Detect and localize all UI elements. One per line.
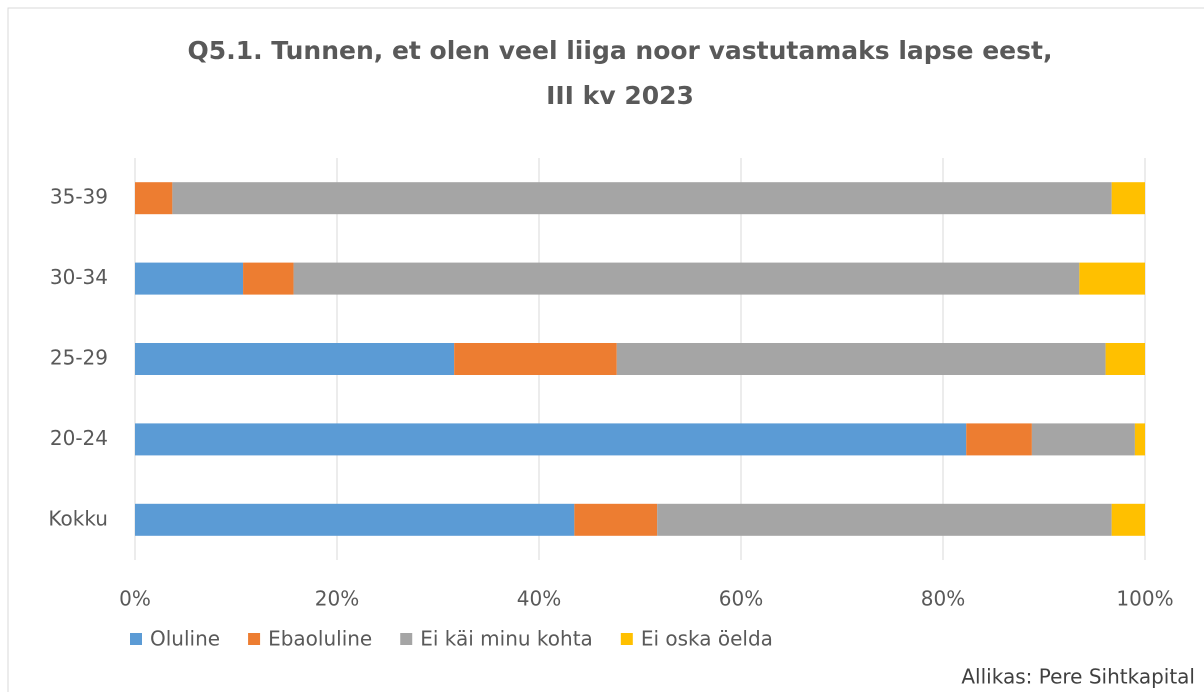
bar-segment xyxy=(1079,262,1145,295)
x-tick-label: 80% xyxy=(921,587,965,611)
y-tick-label: 20-24 xyxy=(50,426,108,450)
bar-segment xyxy=(574,503,658,536)
x-tick-label: 60% xyxy=(719,587,763,611)
bar-segment xyxy=(135,343,455,375)
bar-segment xyxy=(966,423,1032,456)
bar-segment xyxy=(616,343,1106,375)
legend-swatch xyxy=(248,633,261,645)
chart-title: Q5.1. Tunnen, et olen veel liiga noor va… xyxy=(188,36,1053,65)
bar-segment xyxy=(1134,423,1145,456)
x-tick-label: 100% xyxy=(1116,587,1173,611)
legend-swatch xyxy=(400,633,413,645)
bar-segment xyxy=(1111,182,1145,215)
bar-segment xyxy=(135,423,967,456)
legend-label: Ei oska öelda xyxy=(641,627,773,651)
bar-segment xyxy=(1105,343,1145,375)
bar-segment xyxy=(135,182,173,215)
bar-segment xyxy=(135,503,575,536)
y-tick-label: 35-39 xyxy=(50,185,108,209)
bar-segment xyxy=(293,262,1080,295)
bar-segment xyxy=(172,182,1112,215)
chart-title: III kv 2023 xyxy=(546,81,694,110)
bar-segment xyxy=(135,262,244,295)
y-tick-label: 25-29 xyxy=(50,346,108,370)
y-tick-label: Kokku xyxy=(48,506,108,530)
source-note: Allikas: Pere Sihtkapital xyxy=(961,665,1195,689)
legend-label: Ebaoluline xyxy=(268,627,372,651)
x-tick-label: 0% xyxy=(119,587,151,611)
legend-swatch xyxy=(130,633,142,645)
x-tick-label: 20% xyxy=(315,587,359,611)
legend-swatch xyxy=(620,633,633,645)
bar-segment xyxy=(454,343,617,375)
bar-segment xyxy=(1111,503,1145,536)
bar-segment xyxy=(1031,423,1135,456)
legend-label: Oluline xyxy=(150,627,220,651)
y-tick-label: 30-34 xyxy=(50,265,108,289)
bar-segment xyxy=(243,262,294,295)
x-tick-label: 40% xyxy=(517,587,561,611)
legend-label: Ei käi minu kohta xyxy=(420,627,593,651)
bar-segment xyxy=(657,503,1112,536)
